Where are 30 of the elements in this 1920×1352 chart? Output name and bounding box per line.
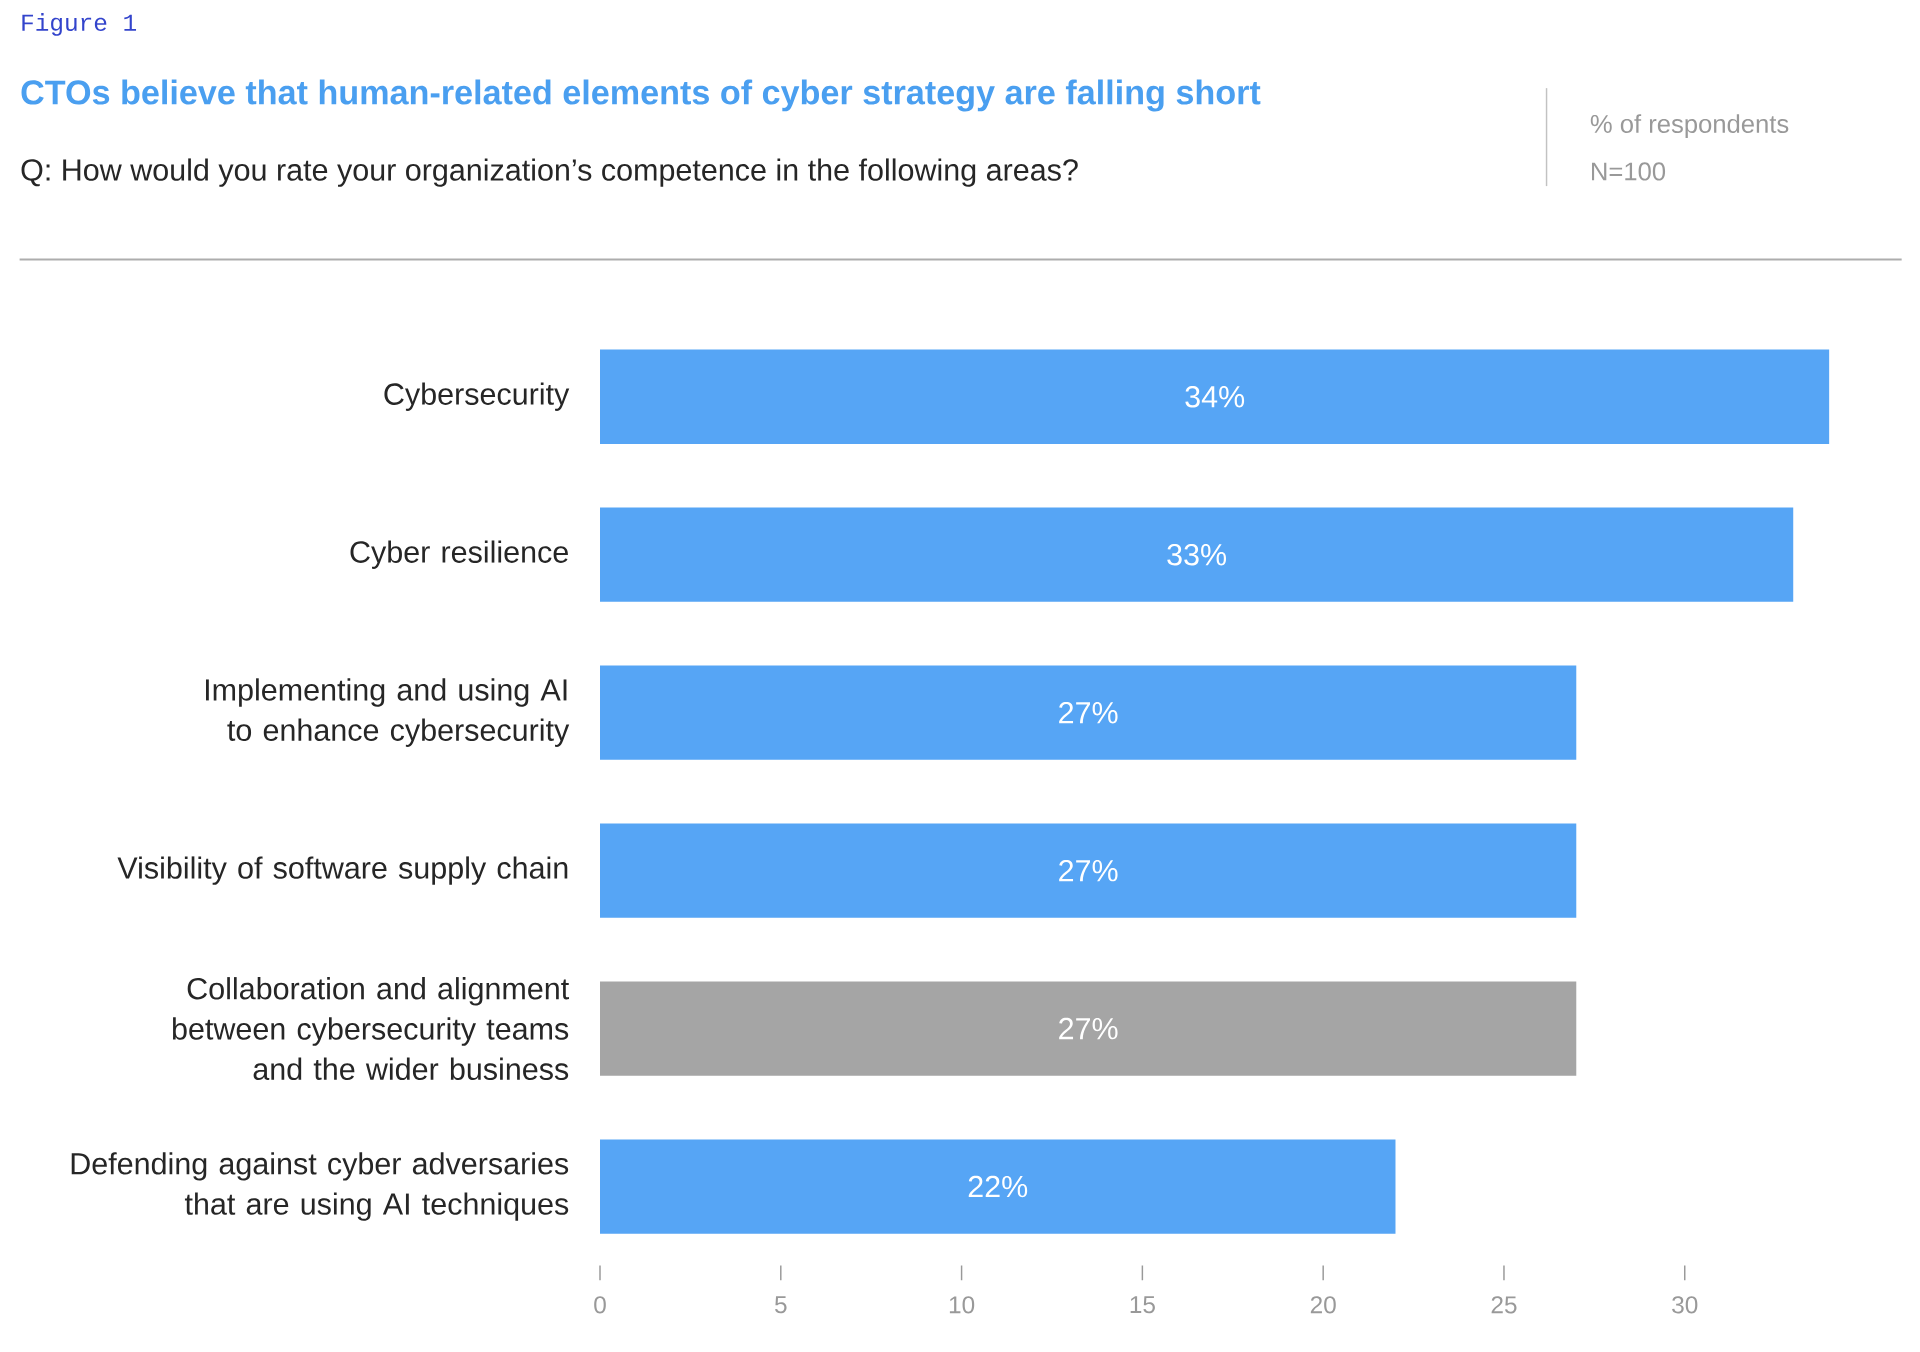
bar xyxy=(600,823,1577,918)
y-tick-label: Cybersecurity xyxy=(384,382,570,412)
data-label: 33% xyxy=(1167,544,1227,566)
y-tick-label: Defending against cyber adversaries that are using AI techniques xyxy=(71,1152,569,1221)
text: N=100 xyxy=(1592,162,1666,181)
bar xyxy=(600,1139,1396,1234)
y-tick-label: Implementing and using AI to enhance cybersecurity xyxy=(205,678,570,748)
bar xyxy=(600,507,1794,602)
chart-subtitle: Q: How would you rate your organization’s competence in the following areas? xyxy=(21,158,1078,187)
data-label: 27% xyxy=(1059,1017,1118,1040)
data-label: 27% xyxy=(1059,859,1118,882)
x-tick-label: 30 xyxy=(1672,1296,1698,1314)
bar xyxy=(600,665,1577,760)
x-tick-label: 10 xyxy=(949,1296,975,1314)
caption: Figure 1 xyxy=(22,13,137,36)
data-label: 34% xyxy=(1185,386,1245,408)
x-tick-label: 20 xyxy=(1310,1296,1336,1314)
data-label: 22% xyxy=(968,1175,1028,1198)
data-label: 27% xyxy=(1059,702,1118,724)
bar xyxy=(600,349,1830,444)
y-tick-label: Collaboration and alignment between cybersecurity teams and the wider business xyxy=(172,977,570,1081)
y-tick-label: Visibility of software supply chain xyxy=(117,856,568,885)
chart-title: CTOs believe that human-related elements of cyber strategy are falling short xyxy=(21,79,1261,112)
x-tick-label: 15 xyxy=(1130,1296,1155,1314)
x-tick-label: 5 xyxy=(775,1296,787,1314)
y-tick-label: Cyber resilience xyxy=(350,540,568,569)
x-tick-label: 25 xyxy=(1491,1296,1517,1314)
bar xyxy=(600,981,1577,1076)
x-tick-label: 0 xyxy=(594,1296,606,1314)
text: % of respondents xyxy=(1590,114,1789,139)
